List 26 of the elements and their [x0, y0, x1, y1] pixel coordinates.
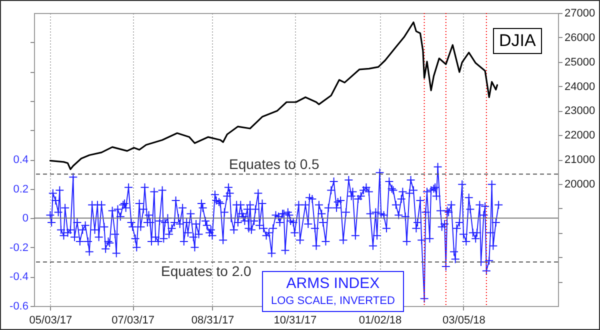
ref-line-label: Equates to 2.0 [161, 263, 252, 280]
line-series [49, 21, 498, 170]
y2-tick-label: 24000 [564, 80, 596, 93]
y2-tick-label: 25000 [564, 56, 596, 68]
y2-tick-label: 20000 [564, 178, 596, 190]
annotation: LOG SCALE, INVERTED [271, 295, 395, 308]
x-tick-label: 03/05/18 [442, 314, 486, 326]
y2-tick-label: 21000 [564, 154, 596, 166]
x-tick-label: 08/31/17 [191, 314, 234, 326]
y2-tick-label: 22000 [564, 130, 596, 142]
y-tick-label: 0.2 [13, 183, 28, 196]
y2-tick-label: 27000 [564, 8, 596, 20]
series-label: DJIA [499, 31, 536, 51]
ref-line-label: Equates to 0.5 [229, 156, 320, 172]
x-tick-label: 05/03/17 [29, 314, 72, 326]
y-tick-label: -0.4 [10, 271, 28, 284]
series-label: ARMS INDEX [285, 275, 381, 292]
y-tick-label: 0 [22, 212, 28, 225]
x-tick-label: 01/02/18 [358, 314, 402, 326]
y-tick-label: 0.4 [13, 154, 28, 166]
x-tick-label: 07/03/17 [112, 314, 154, 326]
y2-tick-label: 26000 [564, 32, 596, 44]
y-tick-label: -0.6 [10, 300, 28, 312]
x-tick-label: 10/31/17 [274, 314, 317, 326]
y2-tick-label: 23000 [564, 105, 596, 118]
y-tick-label: -0.2 [10, 242, 28, 254]
